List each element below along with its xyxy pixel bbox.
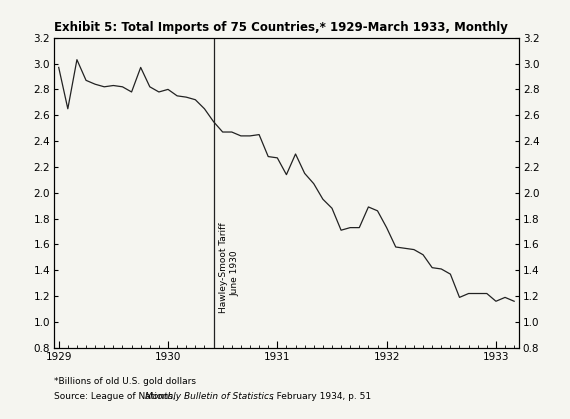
- Text: Monthly Bulletin of Statistics: Monthly Bulletin of Statistics: [145, 392, 274, 401]
- Text: , February 1934, p. 51: , February 1934, p. 51: [271, 392, 371, 401]
- Text: Hawley-Smoot Tariff: Hawley-Smoot Tariff: [219, 222, 228, 313]
- Text: *Billions of old U.S. gold dollars: *Billions of old U.S. gold dollars: [54, 377, 196, 386]
- Text: Source: League of Nations,: Source: League of Nations,: [54, 392, 178, 401]
- Text: June 1930: June 1930: [231, 250, 240, 296]
- Text: Exhibit 5: Total Imports of 75 Countries,* 1929-March 1933, Monthly: Exhibit 5: Total Imports of 75 Countries…: [54, 21, 508, 34]
